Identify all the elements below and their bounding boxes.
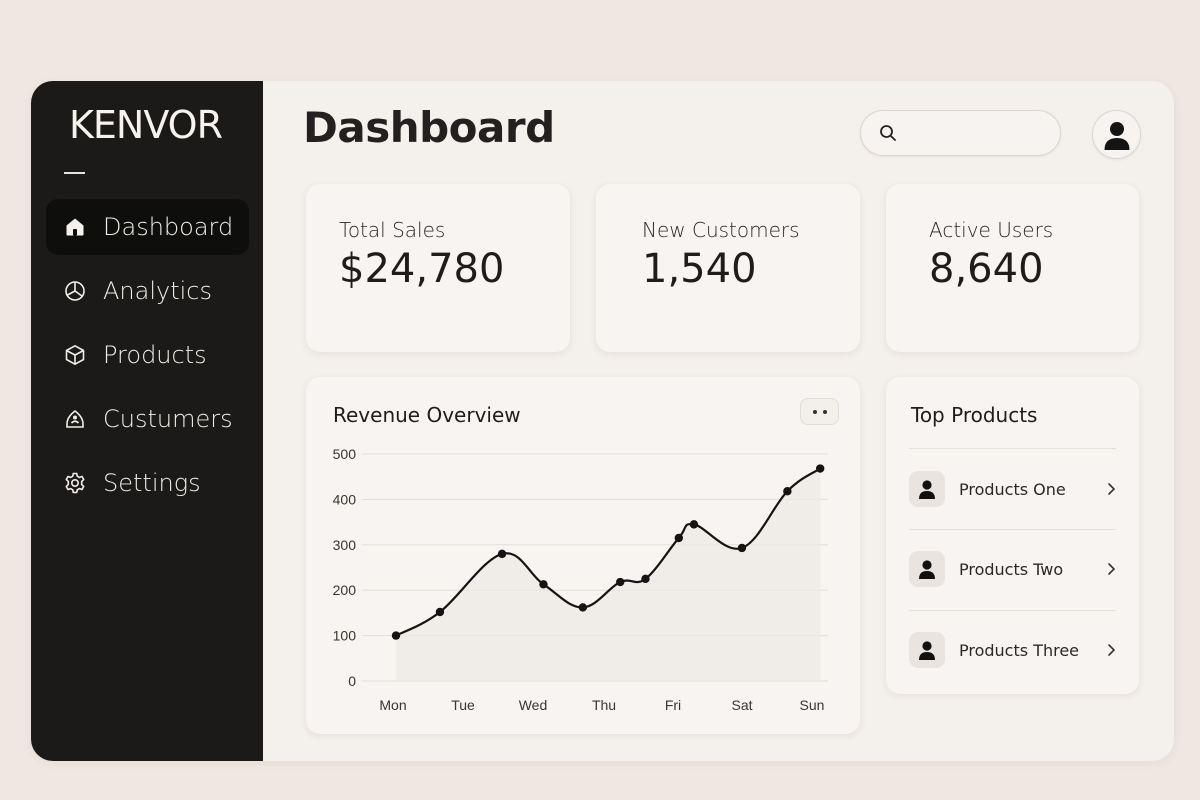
sidebar-item-settings[interactable]: Settings	[46, 455, 249, 511]
chevron-right-icon	[1108, 483, 1116, 495]
data-point[interactable]	[783, 487, 792, 496]
more-dot	[822, 409, 827, 414]
stat-card-active-users: Active Users 8,640	[886, 184, 1139, 352]
revenue-overview-card: Revenue Overview 0 100 200 300 400 500 Mon Tue W…	[306, 377, 860, 734]
more-dots-icon	[812, 409, 817, 414]
gear-icon	[65, 472, 85, 494]
data-point[interactable]	[737, 543, 747, 553]
product-thumbnail	[909, 551, 945, 587]
sidebar-item-customers[interactable]: Custumers	[46, 391, 249, 447]
y-tick-label: 200	[333, 582, 357, 598]
y-tick-label: 0	[348, 673, 356, 689]
data-point[interactable]	[391, 631, 401, 640]
chart-area-fill	[396, 468, 821, 681]
product-name: Products Three	[959, 640, 1079, 660]
sidebar: KENVOR Dashboard Analytics	[31, 81, 263, 761]
page-title: Dashboard	[303, 103, 555, 152]
product-thumbnail	[909, 471, 945, 507]
box-icon	[65, 345, 85, 365]
app-window: KENVOR Dashboard Analytics	[31, 81, 1174, 761]
data-point[interactable]	[674, 533, 683, 543]
series-line	[395, 467, 821, 637]
x-tick-label: Mon	[379, 697, 406, 713]
sidebar-item-products[interactable]: Products	[46, 327, 249, 383]
stat-label: New Customers	[642, 218, 800, 242]
stat-value: $24,780	[339, 246, 505, 292]
chevron-right-icon	[1108, 563, 1116, 575]
product-user-icon	[919, 480, 935, 499]
data-point[interactable]	[578, 603, 588, 612]
y-tick-label: 100	[333, 628, 357, 644]
stat-card-new-customers: New Customers 1,540	[596, 184, 860, 352]
divider	[909, 610, 1116, 611]
sidebar-item-label: Settings	[103, 469, 201, 497]
product-thumbnail	[909, 632, 945, 668]
product-name: Products Two	[959, 559, 1064, 579]
sidebar-item-analytics[interactable]: Analytics	[46, 263, 249, 319]
data-point[interactable]	[616, 577, 625, 587]
top-products-title: Top Products	[911, 403, 1038, 427]
sidebar-item-label: Products	[103, 341, 207, 369]
logo-divider	[64, 172, 85, 174]
pie-chart-icon	[65, 281, 85, 301]
product-user-icon	[919, 560, 935, 579]
product-item-one[interactable]: Products One	[909, 449, 1116, 529]
data-point[interactable]	[689, 520, 699, 529]
data-point[interactable]	[497, 549, 507, 559]
x-tick-label: Sun	[800, 697, 825, 713]
x-tick-label: Wed	[519, 697, 548, 713]
stat-card-total-sales: Total Sales $24,780	[306, 184, 570, 352]
stat-label: Total Sales	[339, 218, 446, 242]
divider	[909, 529, 1116, 530]
sidebar-item-label: Custumers	[103, 405, 233, 433]
user-avatar-icon	[1104, 121, 1129, 150]
x-tick-label: Sat	[731, 697, 752, 713]
product-name: Products One	[959, 479, 1066, 499]
sidebar-nav: Dashboard Analytics Products	[46, 199, 249, 519]
sidebar-item-dashboard[interactable]: Dashboard	[46, 199, 249, 255]
sidebar-item-label: Analytics	[103, 277, 212, 305]
search-icon	[880, 125, 896, 141]
stat-value: 1,540	[642, 246, 757, 292]
y-tick-label: 300	[333, 537, 357, 553]
brand-logo: KENVOR	[69, 103, 223, 147]
home-icon	[66, 218, 84, 236]
user-icon	[66, 409, 84, 428]
chart-title: Revenue Overview	[333, 403, 521, 427]
product-item-two[interactable]: Products Two	[909, 529, 1116, 609]
user-avatar-button[interactable]	[1092, 110, 1141, 159]
x-tick-label: Fri	[665, 697, 681, 713]
sidebar-item-label: Dashboard	[103, 213, 234, 241]
data-point[interactable]	[435, 607, 445, 617]
data-point[interactable]	[641, 574, 650, 584]
data-point[interactable]	[539, 580, 548, 589]
stat-label: Active Users	[929, 218, 1054, 242]
stat-value: 8,640	[929, 246, 1044, 292]
y-tick-label: 500	[333, 446, 357, 462]
divider	[909, 448, 1116, 449]
search-input[interactable]	[905, 124, 1055, 142]
data-point[interactable]	[816, 464, 825, 473]
revenue-line-chart: 0 100 200 300 400 500 Mon Tue Wed Thu Fri Sat Sun	[333, 446, 828, 713]
product-user-icon	[919, 641, 935, 660]
more-options-button[interactable]	[800, 398, 839, 425]
x-tick-label: Tue	[451, 697, 475, 713]
x-tick-label: Thu	[592, 697, 616, 713]
chevron-right-icon	[1108, 644, 1116, 656]
search-bar[interactable]	[860, 110, 1061, 156]
y-tick-label: 400	[333, 491, 357, 507]
product-item-three[interactable]: Products Three	[909, 610, 1116, 690]
top-products-card: Top Products Products One Products Two P…	[886, 377, 1139, 694]
